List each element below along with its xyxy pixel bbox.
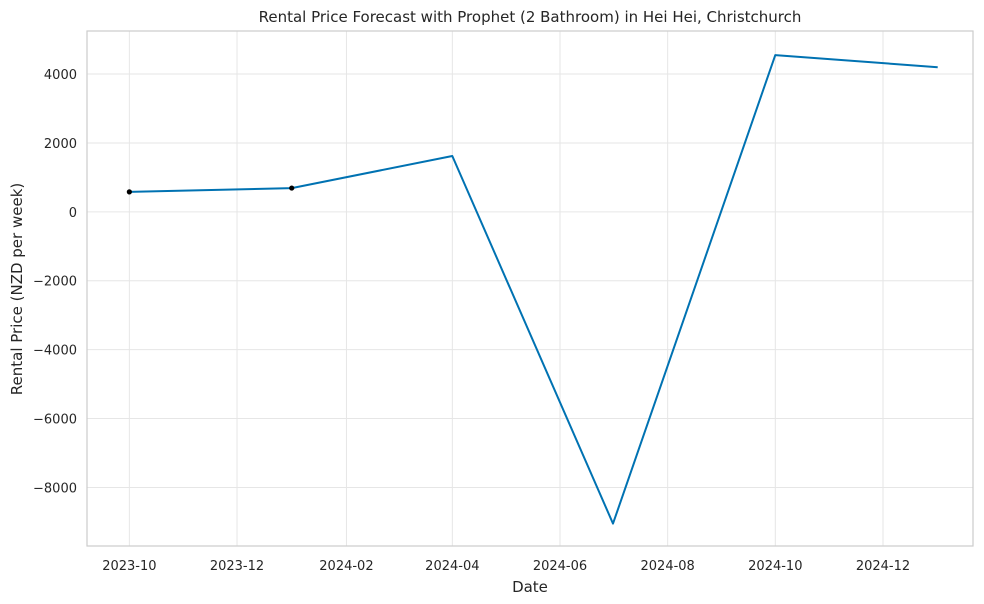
y-tick-label: 4000 bbox=[44, 68, 77, 83]
y-axis-title: Rental Price (NZD per week) bbox=[8, 183, 26, 395]
chart-title: Rental Price Forecast with Prophet (2 Ba… bbox=[259, 8, 802, 26]
x-gridlines bbox=[128, 31, 884, 546]
x-tick-label: 2023-10 bbox=[102, 559, 156, 574]
series-layer bbox=[126, 54, 938, 525]
forecast-line bbox=[129, 54, 938, 525]
x-tick-label: 2024-08 bbox=[641, 559, 695, 574]
x-tick-label: 2023-12 bbox=[210, 559, 264, 574]
y-tick-label: 0 bbox=[69, 206, 77, 221]
x-tick-label: 2024-04 bbox=[425, 559, 479, 574]
y-gridlines bbox=[87, 73, 973, 488]
y-tick-labels: 4000 2000 0 −2000 −4000 −6000 −8000 bbox=[33, 68, 77, 496]
plot-area bbox=[87, 31, 973, 546]
observed-point bbox=[126, 189, 132, 195]
observed-point bbox=[289, 185, 295, 191]
x-tick-label: 2024-06 bbox=[533, 559, 587, 574]
x-tick-labels: 2023-10 2023-12 2024-02 2024-04 2024-06 2024-… bbox=[102, 559, 910, 574]
y-tick-label: −8000 bbox=[33, 481, 77, 496]
x-tick-label: 2024-10 bbox=[748, 559, 802, 574]
y-tick-label: −6000 bbox=[33, 413, 77, 428]
y-tick-label: 2000 bbox=[44, 137, 77, 152]
plot-frame bbox=[86, 30, 974, 547]
y-tick-label: −4000 bbox=[33, 344, 77, 359]
x-tick-label: 2024-02 bbox=[319, 559, 373, 574]
x-tick-label: 2024-12 bbox=[856, 559, 910, 574]
y-tick-label: −2000 bbox=[33, 275, 77, 290]
x-axis-title: Date bbox=[512, 578, 548, 596]
